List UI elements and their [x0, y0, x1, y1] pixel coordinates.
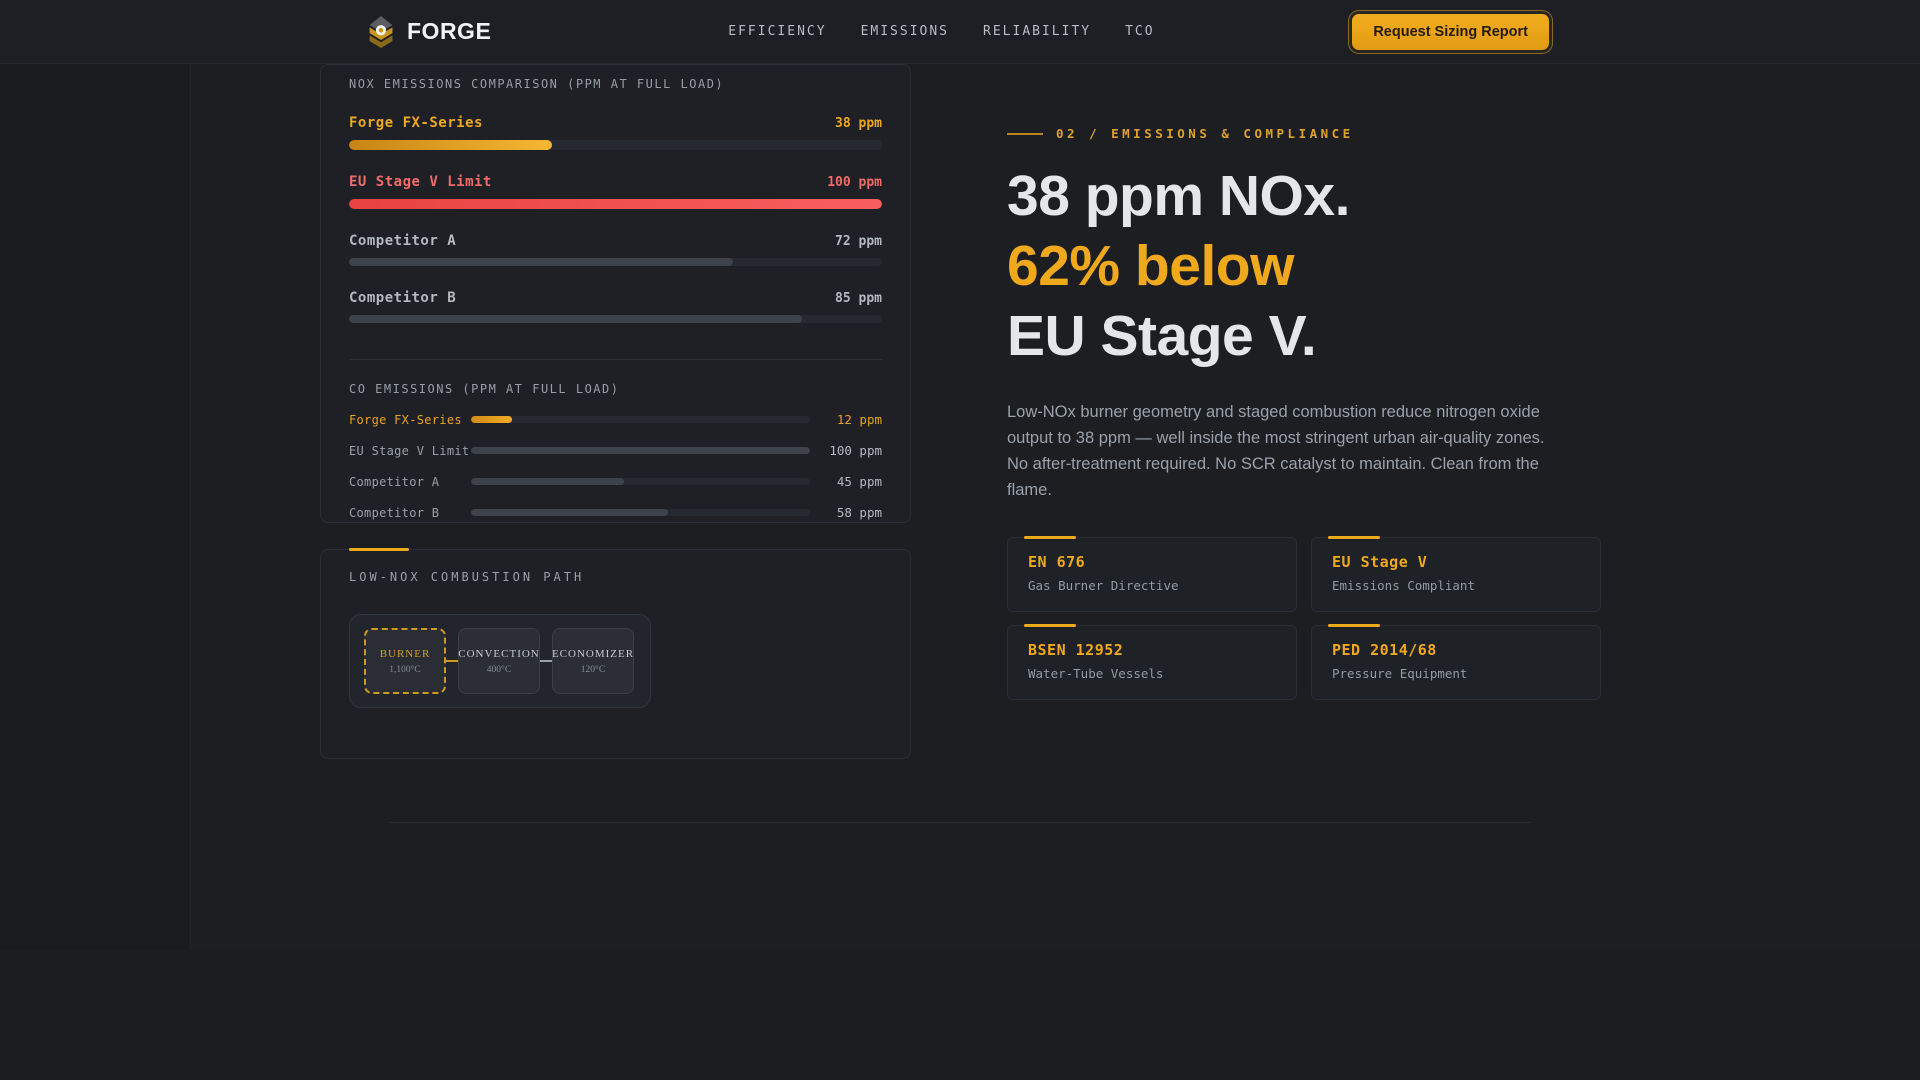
bar-value: 12 ppm: [836, 412, 882, 427]
co-bar-row: Forge FX-Series 12 ppm: [349, 412, 882, 427]
nav-link-efficiency[interactable]: EFFICIENCY: [728, 24, 827, 39]
flame-chevron-icon: [367, 15, 395, 48]
bar-track: [349, 258, 882, 266]
bar-label: Forge FX-Series: [349, 412, 462, 427]
card-title: PED 2014/68: [1332, 641, 1437, 659]
stage-name: BURNER: [379, 647, 431, 660]
section-headline: 38 ppm NOx. 62% below EU Stage V.: [1007, 161, 1601, 371]
section-divider-line: [390, 822, 1530, 823]
bar-value: 38 ppm: [835, 116, 882, 131]
headline-line-1: 38 ppm NOx.: [1007, 164, 1350, 228]
bar-value: 45 ppm: [836, 474, 882, 489]
primary-nav: EFFICIENCY EMISSIONS RELIABILITY TCO: [728, 24, 1154, 39]
emissions-copy-column: 02 / EMISSIONS & COMPLIANCE 38 ppm NOx. …: [1007, 126, 1601, 700]
bar-fill: [471, 416, 512, 423]
bar-value: 85 ppm: [835, 291, 882, 306]
bar-value: 72 ppm: [835, 234, 882, 249]
bar-label: Competitor B: [349, 290, 457, 306]
card-title: EN 676: [1028, 553, 1086, 571]
stage-temperature: 1,100°C: [389, 664, 421, 675]
card-accent-line: [1024, 624, 1076, 627]
nox-bar-row: Competitor B 85 ppm: [349, 290, 882, 323]
brand-logo[interactable]: FORGE: [367, 15, 492, 48]
combustion-path-diagram: BURNER 1,100°C CONVECTION 400°C ECONOMIZ…: [349, 614, 651, 708]
nox-bar-row: Forge FX-Series 38 ppm: [349, 115, 882, 150]
co-bar-row: Competitor B 58 ppm: [349, 505, 882, 520]
bar-fill: [471, 478, 624, 485]
card-title: EU Stage V: [1332, 553, 1428, 571]
combustion-path-title: LOW-NOX COMBUSTION PATH: [349, 570, 585, 584]
bar-fill: [471, 509, 668, 516]
nox-bar-row: EU Stage V Limit 100 ppm: [349, 174, 882, 209]
card-subtitle: Water-Tube Vessels: [1028, 666, 1164, 681]
emissions-comparison-panel: NOX EMISSIONS COMPARISON (PPM AT FULL LO…: [320, 64, 911, 523]
stage-temperature: 400°C: [486, 664, 512, 675]
compliance-card-ped2014-68: PED 2014/68 Pressure Equipment: [1311, 624, 1601, 700]
flow-connector: [540, 660, 552, 662]
compliance-cards-grid: EN 676 Gas Burner Directive EU Stage V E…: [1007, 536, 1601, 700]
top-navbar: FORGE EFFICIENCY EMISSIONS RELIABILITY T…: [0, 0, 1920, 64]
combustion-path-panel: LOW-NOX COMBUSTION PATH BURNER 1,100°C C…: [320, 548, 911, 759]
bar-track: [349, 140, 882, 150]
card-subtitle: Gas Burner Directive: [1028, 578, 1179, 593]
kicker-dash: [1007, 132, 1043, 135]
stage-convection: CONVECTION 400°C: [458, 628, 540, 694]
co-chart-title: CO EMISSIONS (PPM AT FULL LOAD): [349, 382, 620, 396]
nox-bar-row: Competitor A 72 ppm: [349, 233, 882, 266]
compliance-card-en676: EN 676 Gas Burner Directive: [1007, 536, 1297, 612]
headline-line-2: 62% below: [1007, 234, 1294, 298]
nav-link-emissions[interactable]: EMISSIONS: [860, 24, 950, 39]
card-title: BSEN 12952: [1028, 641, 1124, 659]
stage-temperature: 120°C: [580, 664, 606, 675]
bar-track: [349, 199, 882, 209]
bar-track: [471, 478, 810, 485]
bar-track: [471, 447, 810, 454]
stage-name: ECONOMIZER: [551, 647, 635, 660]
next-section-background: [0, 950, 1920, 1080]
bar-fill: [349, 199, 882, 209]
co-bar-row: EU Stage V Limit 100 ppm: [349, 443, 882, 458]
headline-line-3: EU Stage V.: [1007, 304, 1317, 368]
compliance-card-eu-stage-v: EU Stage V Emissions Compliant: [1311, 536, 1601, 612]
bar-label: Competitor A: [349, 233, 457, 249]
bar-track: [349, 315, 882, 323]
stage-burner: BURNER 1,100°C: [364, 628, 446, 694]
cta-button-ring: Request Sizing Report: [1348, 9, 1553, 54]
card-subtitle: Emissions Compliant: [1332, 578, 1475, 593]
panel-accent-line: [349, 548, 409, 551]
bar-fill: [349, 315, 803, 323]
bar-label: EU Stage V Limit: [349, 443, 470, 458]
bar-label: Forge FX-Series: [349, 115, 483, 131]
bar-track: [471, 509, 810, 516]
bar-track: [471, 416, 810, 423]
kicker-label: 02 / EMISSIONS & COMPLIANCE: [1056, 126, 1354, 141]
stage-name: CONVECTION: [458, 647, 540, 660]
bar-label: Competitor B: [349, 505, 440, 520]
card-accent-line: [1328, 624, 1380, 627]
co-bar-row: Competitor A 45 ppm: [349, 474, 882, 489]
nav-link-reliability[interactable]: RELIABILITY: [983, 24, 1092, 39]
card-accent-line: [1024, 536, 1076, 539]
panel-divider: [349, 359, 882, 360]
bar-value: 100 ppm: [829, 443, 882, 458]
bar-label: Competitor A: [349, 474, 440, 489]
flow-connector: [446, 660, 458, 662]
bar-fill: [471, 447, 810, 454]
section-kicker: 02 / EMISSIONS & COMPLIANCE: [1007, 126, 1601, 141]
card-accent-line: [1328, 536, 1380, 539]
card-subtitle: Pressure Equipment: [1332, 666, 1468, 681]
bar-value: 100 ppm: [827, 175, 882, 190]
stage-economizer: ECONOMIZER 120°C: [552, 628, 634, 694]
section-body-text: Low-NOx burner geometry and staged combu…: [1007, 403, 1545, 499]
compliance-card-bsen12952: BSEN 12952 Water-Tube Vessels: [1007, 624, 1297, 700]
nox-chart-title: NOX EMISSIONS COMPARISON (PPM AT FULL LO…: [349, 77, 725, 91]
nav-link-tco[interactable]: TCO: [1125, 24, 1155, 39]
bar-value: 58 ppm: [836, 505, 882, 520]
bar-label: EU Stage V Limit: [349, 174, 492, 190]
bar-fill: [349, 258, 733, 266]
request-sizing-report-button[interactable]: Request Sizing Report: [1352, 13, 1549, 50]
brand-name: FORGE: [407, 18, 492, 44]
bar-fill: [349, 140, 552, 150]
